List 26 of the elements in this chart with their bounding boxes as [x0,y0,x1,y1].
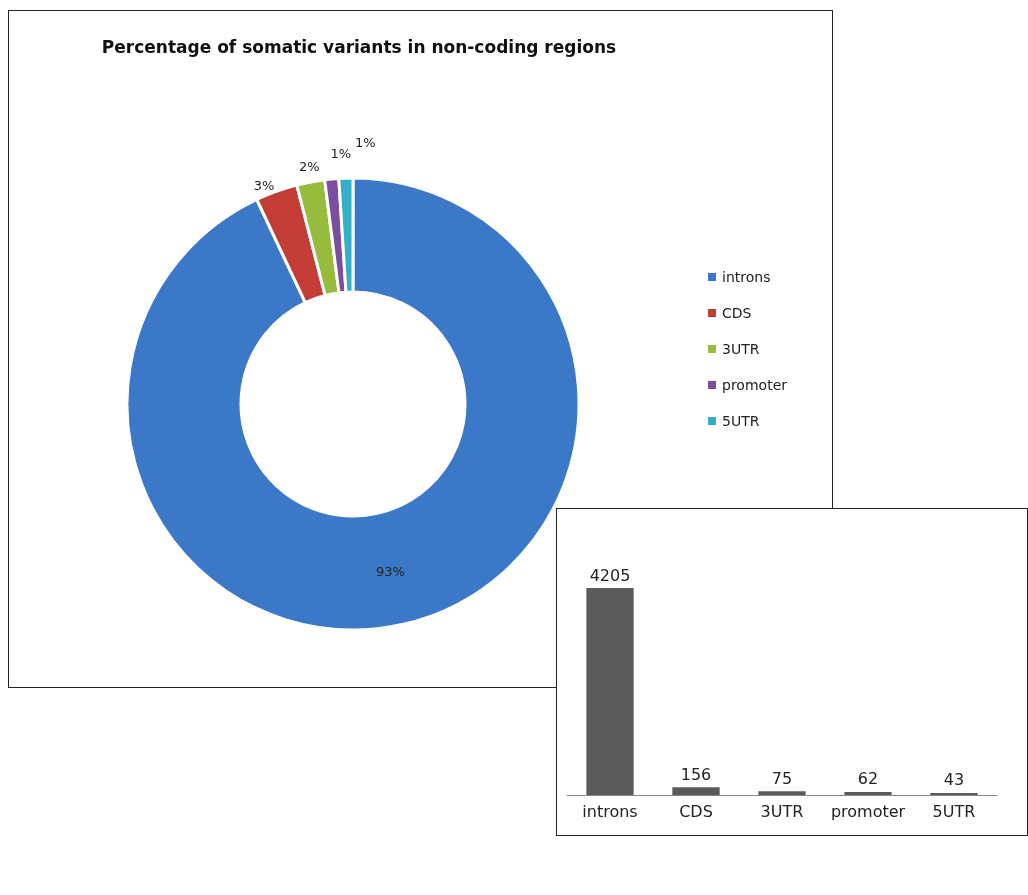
data-label: 93% [376,564,405,580]
data-label: 75 [771,768,793,788]
x-tick-label: CDS [679,801,713,821]
x-tick-label: 5UTR [932,801,976,821]
x-tick-label: introns [582,801,638,821]
legend-label: promoter [722,377,788,393]
data-label: 4205 [589,565,631,585]
legend-label: CDS [722,305,752,321]
data-label: 2% [298,158,320,174]
bar [586,588,634,795]
data-label: 156 [680,764,712,784]
bar [844,791,892,795]
legend-label: 5UTR [722,413,760,429]
data-label: 3% [253,178,275,194]
x-tick-label: 3UTR [760,801,804,821]
data-label: 1% [330,145,352,161]
legend-label: introns [722,269,771,285]
legend-label: 3UTR [722,341,760,357]
chart-title: Percentage of somatic variants in non-coding regions [101,36,617,57]
data-label: 43 [943,770,965,790]
x-tick-label: promoter [830,801,906,821]
data-label: 1% [355,134,376,150]
bar [672,787,720,795]
bar [758,791,806,795]
bar [930,792,978,795]
data-label: 62 [857,769,879,789]
